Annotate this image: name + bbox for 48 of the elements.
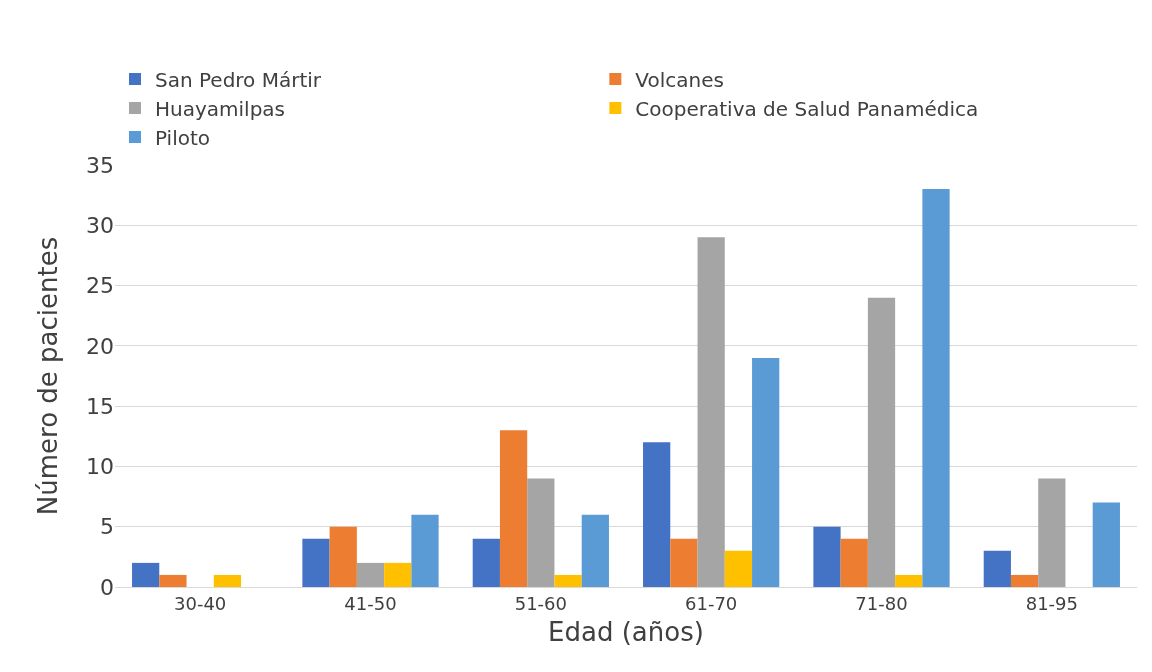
bar [411,514,439,587]
y-tick-label: 20 [86,333,114,359]
bar [983,550,1011,587]
bar [1092,502,1120,587]
bar [1038,478,1066,587]
bar [840,538,868,587]
y-tick-label: 25 [86,273,114,299]
legend-label: Cooperativa de Salud Panamédica [635,96,979,121]
bar [697,237,725,587]
bar [581,514,609,587]
bar [213,574,242,587]
bar [670,538,698,587]
y-tick-label: 10 [86,454,114,480]
bar [499,430,528,587]
bar [132,562,160,587]
y-axis-title: Número de pacientes [33,236,64,516]
x-tick-label: 41-50 [344,592,397,614]
bar [895,574,923,587]
bar [159,574,187,587]
x-tick-label: 61-70 [685,592,738,614]
y-tick-label: 15 [86,393,114,419]
legend-label: Piloto [155,125,211,150]
x-tick-label: 30-40 [174,592,227,614]
legend-label: Volcanes [635,67,724,92]
legend-label: Huayamilpas [155,96,286,121]
bar [752,357,780,587]
bar [329,526,357,587]
bar [356,562,385,587]
bar [302,538,330,587]
bar [867,297,896,587]
y-tick-label: 5 [100,514,114,540]
bar [643,442,671,587]
y-tick-label: 30 [86,212,114,238]
bar [527,478,555,587]
x-tick-label: 51-60 [514,592,567,614]
bar [813,526,841,587]
bar [472,538,500,587]
bar [384,562,412,587]
y-tick-label: 0 [100,574,114,600]
bar [554,574,582,587]
bar [724,550,753,587]
y-tick-label: 35 [86,152,114,178]
legend-label: San Pedro Mártir [155,67,322,92]
bar [1010,574,1039,587]
x-tick-label: 81-95 [1025,592,1078,614]
x-axis-title: Edad (años) [548,617,704,648]
x-tick-label: 71-80 [855,592,908,614]
bar [922,189,950,587]
